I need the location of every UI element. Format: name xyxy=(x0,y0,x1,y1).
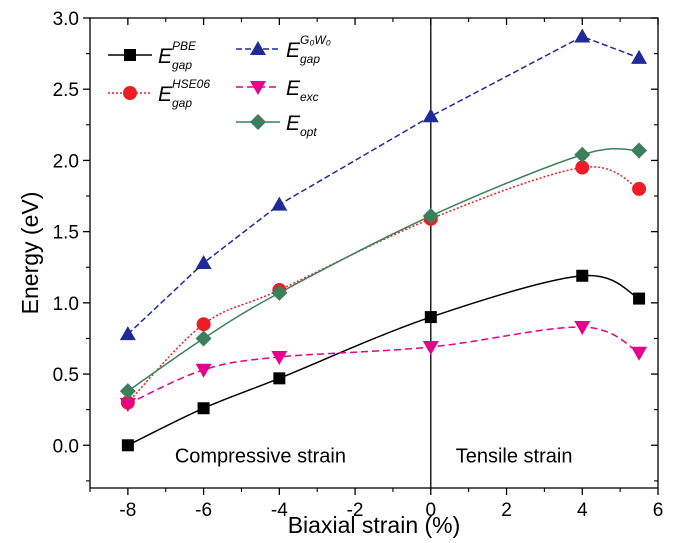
legend-entry: E PBE gap xyxy=(108,39,197,72)
series-layer xyxy=(119,28,648,452)
x-tick-label: -2 xyxy=(347,500,364,521)
series-gap-PBE xyxy=(121,269,646,452)
x-tick-label: 4 xyxy=(577,500,588,521)
legend-marker xyxy=(250,41,266,55)
legend-subscript: opt xyxy=(300,125,317,139)
y-tick-label: 0.0 xyxy=(53,436,79,457)
series-gap-G₀W₀ xyxy=(119,28,648,341)
legend-entry: E HSE06 gap xyxy=(108,77,210,110)
y-tick-label: 0.5 xyxy=(53,365,79,386)
series-gap-HSE06 xyxy=(120,160,647,410)
data-point xyxy=(574,28,591,43)
legend-label: E xyxy=(286,112,301,135)
data-point xyxy=(422,108,439,123)
annotations: Compressive strain Tensile strain xyxy=(175,445,573,467)
x-axis-title: Biaxial strain (%) xyxy=(288,512,461,538)
data-point xyxy=(197,402,210,415)
series-line xyxy=(127,148,640,392)
legend-subscript: exc xyxy=(300,90,319,104)
legend-marker xyxy=(123,86,137,100)
data-point xyxy=(195,363,212,378)
legend-entry: E G₀W₀ gap xyxy=(236,33,331,66)
legend-label: E xyxy=(158,83,173,106)
data-point xyxy=(271,350,288,365)
y-tick-label: 1.0 xyxy=(53,294,79,315)
x-axis: -8 -6 -4 -2 0 2 4 6 xyxy=(89,18,664,521)
legend-marker xyxy=(124,49,136,61)
y-axis-title: Energy (eV) xyxy=(17,192,43,315)
x-tick-label: 2 xyxy=(501,500,512,521)
data-point xyxy=(119,383,136,400)
data-point xyxy=(576,269,589,282)
data-point xyxy=(574,146,591,163)
legend-marker xyxy=(250,114,266,130)
data-point xyxy=(196,317,211,332)
legend-marker xyxy=(250,81,266,95)
x-tick-label: -6 xyxy=(195,500,212,521)
data-point xyxy=(631,346,648,361)
legend-superscript: PBE xyxy=(172,39,197,53)
y-tick-label: 2.0 xyxy=(53,151,79,172)
legend-superscript: G₀W₀ xyxy=(300,33,331,47)
legend-label: E xyxy=(158,45,173,68)
region-label: Compressive strain xyxy=(175,445,346,467)
y-tick-label: 1.5 xyxy=(53,223,79,244)
series-line xyxy=(127,274,640,446)
legend-label: E xyxy=(286,39,301,62)
data-point xyxy=(633,292,646,305)
y-axis: 0.0 0.5 1.0 1.5 2.0 2.5 3.0 xyxy=(53,9,658,482)
data-point xyxy=(631,49,648,64)
data-point xyxy=(574,321,591,336)
data-point xyxy=(121,439,134,452)
legend-subscript: gap xyxy=(300,52,320,66)
series-line xyxy=(127,35,640,335)
data-point xyxy=(119,326,136,341)
data-point xyxy=(273,372,286,385)
data-point xyxy=(422,207,439,224)
x-tick-label: -4 xyxy=(271,500,288,521)
region-label: Tensile strain xyxy=(456,445,573,467)
data-point xyxy=(119,397,136,412)
series-exc-exc xyxy=(119,321,648,412)
data-point xyxy=(575,160,590,175)
data-point xyxy=(271,196,288,211)
y-tick-label: 2.5 xyxy=(53,80,79,101)
data-point xyxy=(422,341,439,355)
plot-frame xyxy=(89,17,659,489)
data-point xyxy=(631,142,648,159)
legend-superscript: HSE06 xyxy=(172,77,210,91)
data-point xyxy=(424,311,437,324)
legend-subscript: gap xyxy=(172,58,192,72)
x-tick-label: 0 xyxy=(426,500,437,521)
data-point xyxy=(632,181,647,196)
y-tick-label: 3.0 xyxy=(53,9,79,30)
data-point xyxy=(271,284,288,301)
x-tick-label: 6 xyxy=(653,500,664,521)
x-tick-label: -8 xyxy=(119,500,136,521)
data-point xyxy=(195,254,212,269)
data-point xyxy=(195,330,212,347)
legend-label: E xyxy=(286,77,301,100)
series-opt-opt xyxy=(119,142,648,400)
legend-subscript: gap xyxy=(172,96,192,110)
